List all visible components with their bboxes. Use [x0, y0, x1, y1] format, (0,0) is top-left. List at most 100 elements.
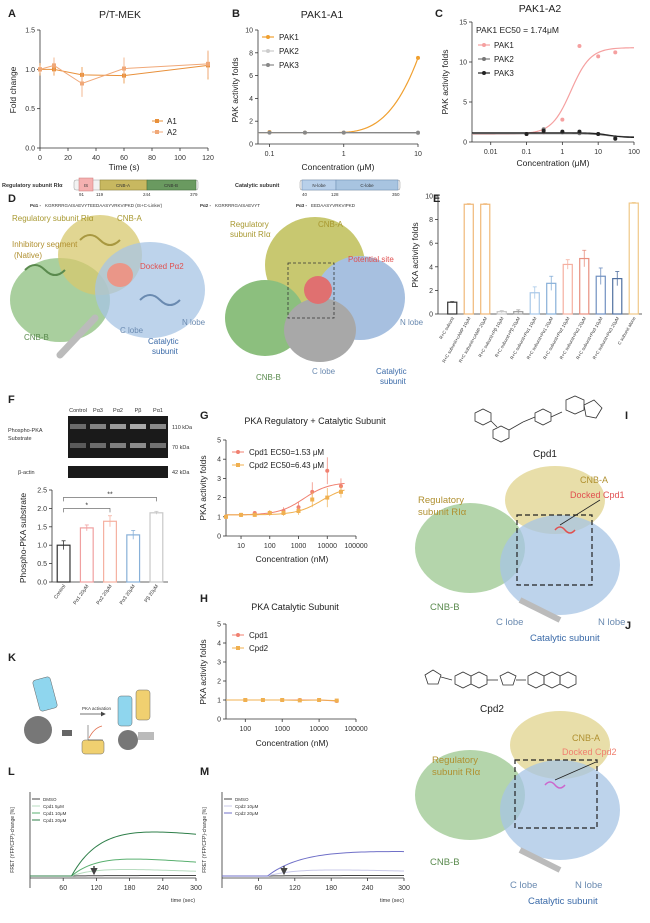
- blot-kda-42: 42 kDa: [172, 470, 190, 476]
- panel-label-h: H: [200, 593, 208, 605]
- b-xtick-1: 1: [342, 151, 346, 158]
- panel-label-l: L: [8, 766, 15, 778]
- f-ytick-3: 1.5: [37, 524, 47, 531]
- d-left-clobe-label: C lobe: [120, 326, 144, 335]
- c-xtick-4: 100: [628, 149, 640, 156]
- k-activation-text: PKA activation: [82, 706, 112, 711]
- panel-e-ylabel: PKA activity folds: [410, 222, 420, 287]
- f-sig-label-1: *: [85, 502, 88, 509]
- c-point-PAK1-4: [596, 54, 601, 59]
- l-xtick-1: 120: [91, 885, 103, 892]
- blot-kda-70: 70 kDa: [172, 445, 190, 451]
- blot-label-substrate: Substrate: [8, 436, 32, 442]
- legend-g-cpd1: Cpd1 EC50=1.53 μM: [249, 448, 324, 457]
- num-91: 91: [79, 192, 85, 197]
- d-right-nlobe-label: N lobe: [400, 318, 424, 327]
- a-xtick-1: 20: [64, 155, 72, 162]
- domain-reg-label: Regulatory subunit RIα: [2, 183, 63, 189]
- panel-j-name: Cpd2: [480, 704, 504, 715]
- c-point-PAK3-0: [524, 132, 529, 136]
- panel-h-ylabel: PKA activity folds: [198, 639, 208, 704]
- f-bar-2: [103, 520, 117, 583]
- panel-label-g: G: [200, 410, 209, 422]
- d-right-cnbb-label: CNB-B: [256, 373, 281, 382]
- j-clobe-label: C lobe: [510, 880, 537, 891]
- i-cnba-label: CNB-A: [580, 475, 608, 485]
- f-band-110-1: [90, 424, 106, 429]
- legend-c-pak2: PAK2: [494, 55, 514, 64]
- panel-g-legend: Cpd1 EC50=1.53 μM Cpd2 EC50=6.43 μM: [232, 448, 324, 470]
- g-point-1-0: [224, 514, 228, 519]
- f-sig-bracket-1: [63, 508, 111, 513]
- domain-cnba: CNB-A: [116, 183, 130, 188]
- panel-m-legend: DMSO Cpd2 10μM Cpd2 20μM: [224, 797, 259, 816]
- domain-is: IS: [84, 183, 88, 188]
- g-xtick-2: 1000: [291, 543, 307, 550]
- c-ytick-2: 10: [459, 60, 467, 67]
- g-point-1-3: [267, 510, 272, 515]
- b-ytick-2: 4: [249, 96, 253, 103]
- i-catalytic-label: Catalytic subunit: [530, 633, 600, 644]
- a-point-A2-0: [38, 67, 42, 72]
- g-point-1-5: [296, 509, 301, 514]
- g-ytick-2: 2: [217, 495, 221, 502]
- panel-l-xlabel: time (sec): [171, 898, 195, 904]
- panel-m: 60 120 180 240 300 FRET (YFP/CFP)-change [%]…: [202, 792, 410, 904]
- domain-cnbb: CNB-B: [164, 183, 178, 188]
- legend-b-pak1: PAK1: [279, 33, 299, 42]
- i-cnbb-label: CNB-B: [430, 602, 460, 613]
- panel-m-ylabel: FRET (YFP/CFP)-change [%]: [202, 807, 208, 873]
- e-ytick-0: 0: [429, 312, 433, 319]
- h-ytick-0: 0: [217, 717, 221, 724]
- b-ytick-0: 0: [249, 142, 253, 149]
- e-bar-2: [480, 203, 491, 315]
- f-band-70-3: [130, 443, 146, 448]
- panel-j: Cpd2 CNB-A Docked Cpd2 Regulatory subuni…: [415, 669, 620, 907]
- peptide-3-seq: EEDAASYVRKVIPKD: [311, 203, 356, 208]
- panel-i: Cpd1 CNB-A Docked Cpd1 Regulatory subuni…: [415, 395, 625, 644]
- f-bar-1: [79, 527, 94, 583]
- c-point-PAK1-2: [560, 117, 565, 122]
- panel-h-legend: Cpd1 Cpd2: [232, 631, 269, 653]
- f-band-70-4: [150, 443, 166, 448]
- c-ytick-0: 0: [463, 140, 467, 147]
- e-cat-0: R+C subunit: [438, 315, 455, 340]
- l-xtick-4: 300: [190, 885, 202, 892]
- panel-h-xlabel: Concentration (nM): [256, 738, 329, 748]
- l-leg-dmso: DMSO: [43, 797, 57, 802]
- c-ytick-3: 15: [459, 20, 467, 27]
- num-128: 128: [331, 192, 339, 197]
- f-sig-label-2: **: [107, 491, 113, 498]
- docked-peptide-blob: [107, 263, 133, 287]
- a-xtick-3: 60: [120, 155, 128, 162]
- panel-label-k: K: [8, 652, 16, 664]
- num-350: 350: [392, 192, 400, 197]
- b-point-PAK3-3: [416, 130, 420, 135]
- peptide-3-name: Pα3 -: [296, 203, 308, 208]
- a-point-A2-1: [52, 63, 56, 68]
- c-curve-PAK3: [472, 132, 635, 139]
- j-catalytic-label: Catalytic subunit: [528, 896, 598, 907]
- e-bar-1: [463, 203, 474, 315]
- panel-l-legend: DMSO Cpd1 5μM Cpd1 10μM Cpd1 20μM: [32, 797, 67, 823]
- panel-b: PAK1-A1 0 2 4 6 8 10 0.1 1 10 PAK activity fold…: [230, 9, 422, 172]
- panel-d-left-structure: Regulatory subunit RIα CNB-A Inhibitory …: [10, 214, 206, 359]
- panel-h: PKA Catalytic Subunit 0 1 2 3 4 5 100 1000 1000…: [198, 602, 368, 748]
- h-ytick-5: 5: [217, 622, 221, 629]
- c-point-PAK3-4: [596, 132, 601, 136]
- m-leg-dmso: DMSO: [235, 797, 249, 802]
- d-left-catalytic-label: Catalytic: [148, 337, 179, 346]
- d-right-reg1-label: Regulatory: [230, 220, 269, 229]
- f-lane-0: Control: [69, 408, 87, 414]
- j-reg2-label: subunit RIα: [432, 767, 481, 778]
- m-leg-cpd2-10: Cpd2 10μM: [235, 804, 259, 809]
- e-bar-0: [447, 301, 458, 315]
- domain-nlobe: N-lobe: [312, 183, 326, 188]
- domain-cat-label: Catalytic subunit: [235, 183, 279, 189]
- d-left-subunit-label: subunit: [152, 347, 179, 356]
- panel-h-title: PKA Catalytic Subunit: [251, 602, 339, 612]
- f-lane-3: Pβ: [135, 408, 142, 414]
- panel-label-b: B: [232, 8, 240, 20]
- c-xtick-0: 0.01: [484, 149, 498, 156]
- panel-c-ylabel: PAK activity folds: [440, 49, 450, 114]
